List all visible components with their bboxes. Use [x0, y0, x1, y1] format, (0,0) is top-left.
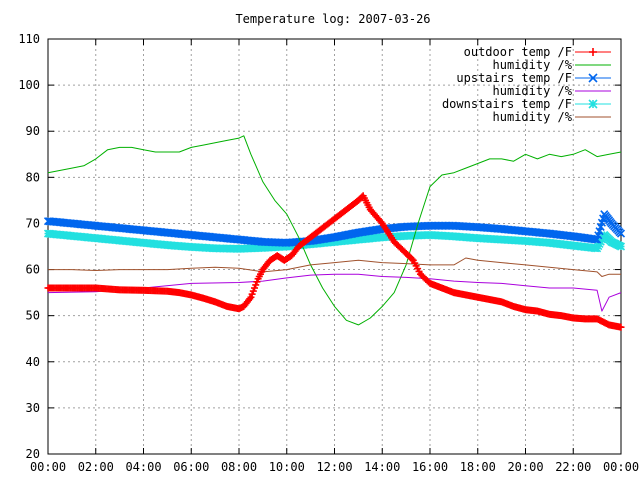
- y-tick-label: 80: [26, 170, 40, 184]
- series-3: [47, 273, 622, 312]
- x-tick-label: 04:00: [125, 460, 161, 474]
- x-tick-label: 16:00: [412, 460, 448, 474]
- y-tick-label: 30: [26, 401, 40, 415]
- x-tick-label: 06:00: [173, 460, 209, 474]
- chart-title: Temperature log: 2007-03-26: [235, 12, 430, 26]
- series-0: [44, 192, 625, 331]
- x-tick-label: 12:00: [316, 460, 352, 474]
- legend-marker: [589, 48, 597, 56]
- x-tick-label: 10:00: [269, 460, 305, 474]
- legend-entry-label: humidity /%: [493, 58, 573, 72]
- series-5: [48, 257, 621, 277]
- series-line: [47, 135, 622, 326]
- series-line: [48, 257, 621, 277]
- y-tick-label: 90: [26, 124, 40, 138]
- series-point: [616, 242, 626, 251]
- x-tick-label: 00:00: [30, 460, 66, 474]
- series-point: [408, 255, 416, 263]
- x-tick-label: 14:00: [364, 460, 400, 474]
- y-axis: 20 30 40 50 60 70 80 90 100 110: [18, 32, 621, 461]
- series-1: [47, 135, 622, 326]
- legend-entry-label: outdoor temp /F: [464, 45, 572, 59]
- legend-entry-label: upstairs temp /F: [456, 71, 572, 85]
- y-tick-label: 70: [26, 216, 40, 230]
- x-tick-label: 08:00: [221, 460, 257, 474]
- x-tick-label: 20:00: [507, 460, 543, 474]
- x-tick-label: 00:00: [603, 460, 639, 474]
- y-tick-label: 100: [18, 78, 40, 92]
- y-tick-label: 50: [26, 309, 40, 323]
- x-tick-label: 18:00: [460, 460, 496, 474]
- series-4: [43, 229, 626, 253]
- legend-marker: [588, 73, 598, 83]
- legend-entry-label: humidity /%: [493, 84, 573, 98]
- x-tick-label: 02:00: [78, 460, 114, 474]
- series-2: [43, 210, 626, 247]
- y-tick-label: 40: [26, 355, 40, 369]
- series-point: [616, 229, 626, 238]
- x-axis: 00:00 02:00 04:00 06:00 08:00 10:00 12:00 14:00…: [30, 39, 639, 474]
- series-point: [591, 235, 600, 244]
- y-tick-label: 20: [26, 447, 40, 461]
- legend-entry-label: downstairs temp /F: [442, 97, 572, 111]
- y-tick-label: 110: [18, 32, 40, 46]
- y-tick-label: 60: [26, 263, 40, 277]
- legend-marker: [588, 99, 598, 109]
- x-tick-label: 22:00: [555, 460, 591, 474]
- legend-entry-label: humidity /%: [493, 110, 573, 124]
- series-point: [617, 323, 625, 331]
- series-line: [47, 273, 622, 312]
- series-group: [43, 135, 626, 331]
